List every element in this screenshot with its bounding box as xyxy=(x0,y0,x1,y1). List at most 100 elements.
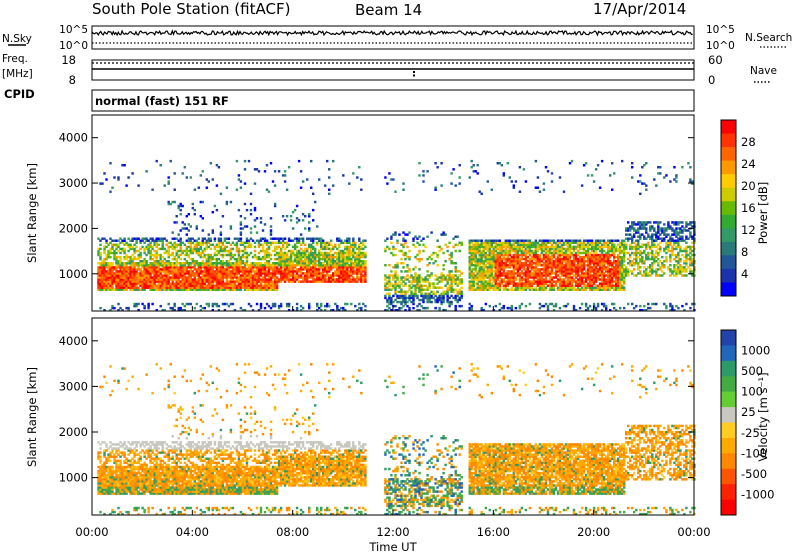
power-cell xyxy=(418,278,421,281)
power-cell xyxy=(320,309,323,312)
power-cell xyxy=(434,294,437,298)
power-cell xyxy=(177,249,180,253)
power-cell xyxy=(392,247,395,251)
power-cell xyxy=(554,243,558,247)
power-cell xyxy=(564,247,568,251)
power-cell xyxy=(500,262,504,265)
power-cell xyxy=(532,241,536,245)
power-cell xyxy=(326,266,329,269)
power-cell xyxy=(488,280,492,283)
power-cell xyxy=(326,278,329,281)
power-cell xyxy=(285,304,289,308)
power-cell xyxy=(133,249,136,253)
power-cell xyxy=(360,276,363,279)
power-cell xyxy=(384,276,387,279)
power-cell xyxy=(364,280,367,283)
power-cell xyxy=(552,249,556,253)
power-cell xyxy=(271,282,275,285)
power-cell xyxy=(159,257,162,261)
power-cell xyxy=(265,272,269,275)
power-cell xyxy=(231,276,235,279)
power-cell xyxy=(524,255,528,259)
power-cell xyxy=(334,270,337,273)
power-cell xyxy=(115,276,118,279)
power-cell xyxy=(458,182,461,185)
power-cell xyxy=(448,253,451,257)
power-cell xyxy=(534,286,538,289)
power-cell xyxy=(534,266,538,269)
power-cell xyxy=(432,296,435,300)
power-cell xyxy=(133,251,136,255)
power-cell xyxy=(243,225,247,228)
power-cell xyxy=(436,296,439,300)
power-cell xyxy=(297,280,301,283)
power-cell xyxy=(105,280,108,283)
power-cell xyxy=(304,253,307,257)
power-cell xyxy=(432,284,435,287)
power-cell xyxy=(113,251,116,255)
power-cell xyxy=(123,239,126,242)
power-cell xyxy=(127,266,130,269)
power-cell xyxy=(165,272,168,275)
power-cell xyxy=(316,278,319,281)
power-cell xyxy=(530,264,534,267)
power-cell xyxy=(257,286,261,289)
power-cell xyxy=(229,257,233,261)
power-cell xyxy=(237,282,241,285)
power-cell xyxy=(502,255,506,259)
power-cell xyxy=(358,262,361,265)
power-cell xyxy=(350,280,353,283)
power-cell xyxy=(135,268,138,271)
power-cell xyxy=(470,288,473,291)
power-cell xyxy=(171,278,174,281)
power-cell xyxy=(538,247,542,251)
power-cell xyxy=(542,188,546,191)
power-cell xyxy=(598,288,602,291)
power-cell xyxy=(221,260,225,263)
power-cell xyxy=(512,280,516,283)
power-cell xyxy=(542,255,546,259)
power-cell xyxy=(229,264,233,267)
power-cell xyxy=(568,257,572,261)
power-cell xyxy=(273,262,277,265)
power-cell xyxy=(426,296,429,300)
power-cell xyxy=(512,260,516,263)
power-cell xyxy=(205,276,209,279)
power-cell xyxy=(237,280,241,283)
power-cell xyxy=(524,243,528,247)
power-cell xyxy=(352,172,355,175)
power-cell xyxy=(592,280,596,283)
power-cell xyxy=(596,247,600,251)
power-cell xyxy=(255,282,259,285)
power-cell xyxy=(544,247,548,251)
power-cell xyxy=(344,247,347,251)
power-cell xyxy=(590,253,594,257)
power-cell xyxy=(566,264,570,267)
power-cell xyxy=(534,243,538,247)
power-cell xyxy=(119,247,122,251)
power-cell xyxy=(312,272,315,275)
power-cell xyxy=(470,286,473,289)
power-cell xyxy=(306,276,309,279)
power-cell xyxy=(265,251,269,255)
power-cell xyxy=(241,260,245,263)
power-cell xyxy=(348,255,351,259)
power-cell xyxy=(332,245,335,249)
power-cell xyxy=(576,268,580,271)
power-cell xyxy=(185,262,189,265)
power-cell xyxy=(492,260,496,263)
power-cell xyxy=(510,260,514,263)
power-cell xyxy=(320,304,323,308)
power-cell xyxy=(512,257,516,261)
power-cell xyxy=(257,255,261,259)
power-cell xyxy=(342,280,345,283)
power-cell xyxy=(540,241,544,245)
power-cell xyxy=(394,282,397,285)
power-cell xyxy=(223,268,227,271)
power-cell xyxy=(195,284,199,287)
power-cell xyxy=(265,274,269,277)
power-cell xyxy=(269,217,273,220)
power-cell xyxy=(418,268,421,271)
power-cell xyxy=(444,243,447,247)
power-cell xyxy=(324,264,327,267)
